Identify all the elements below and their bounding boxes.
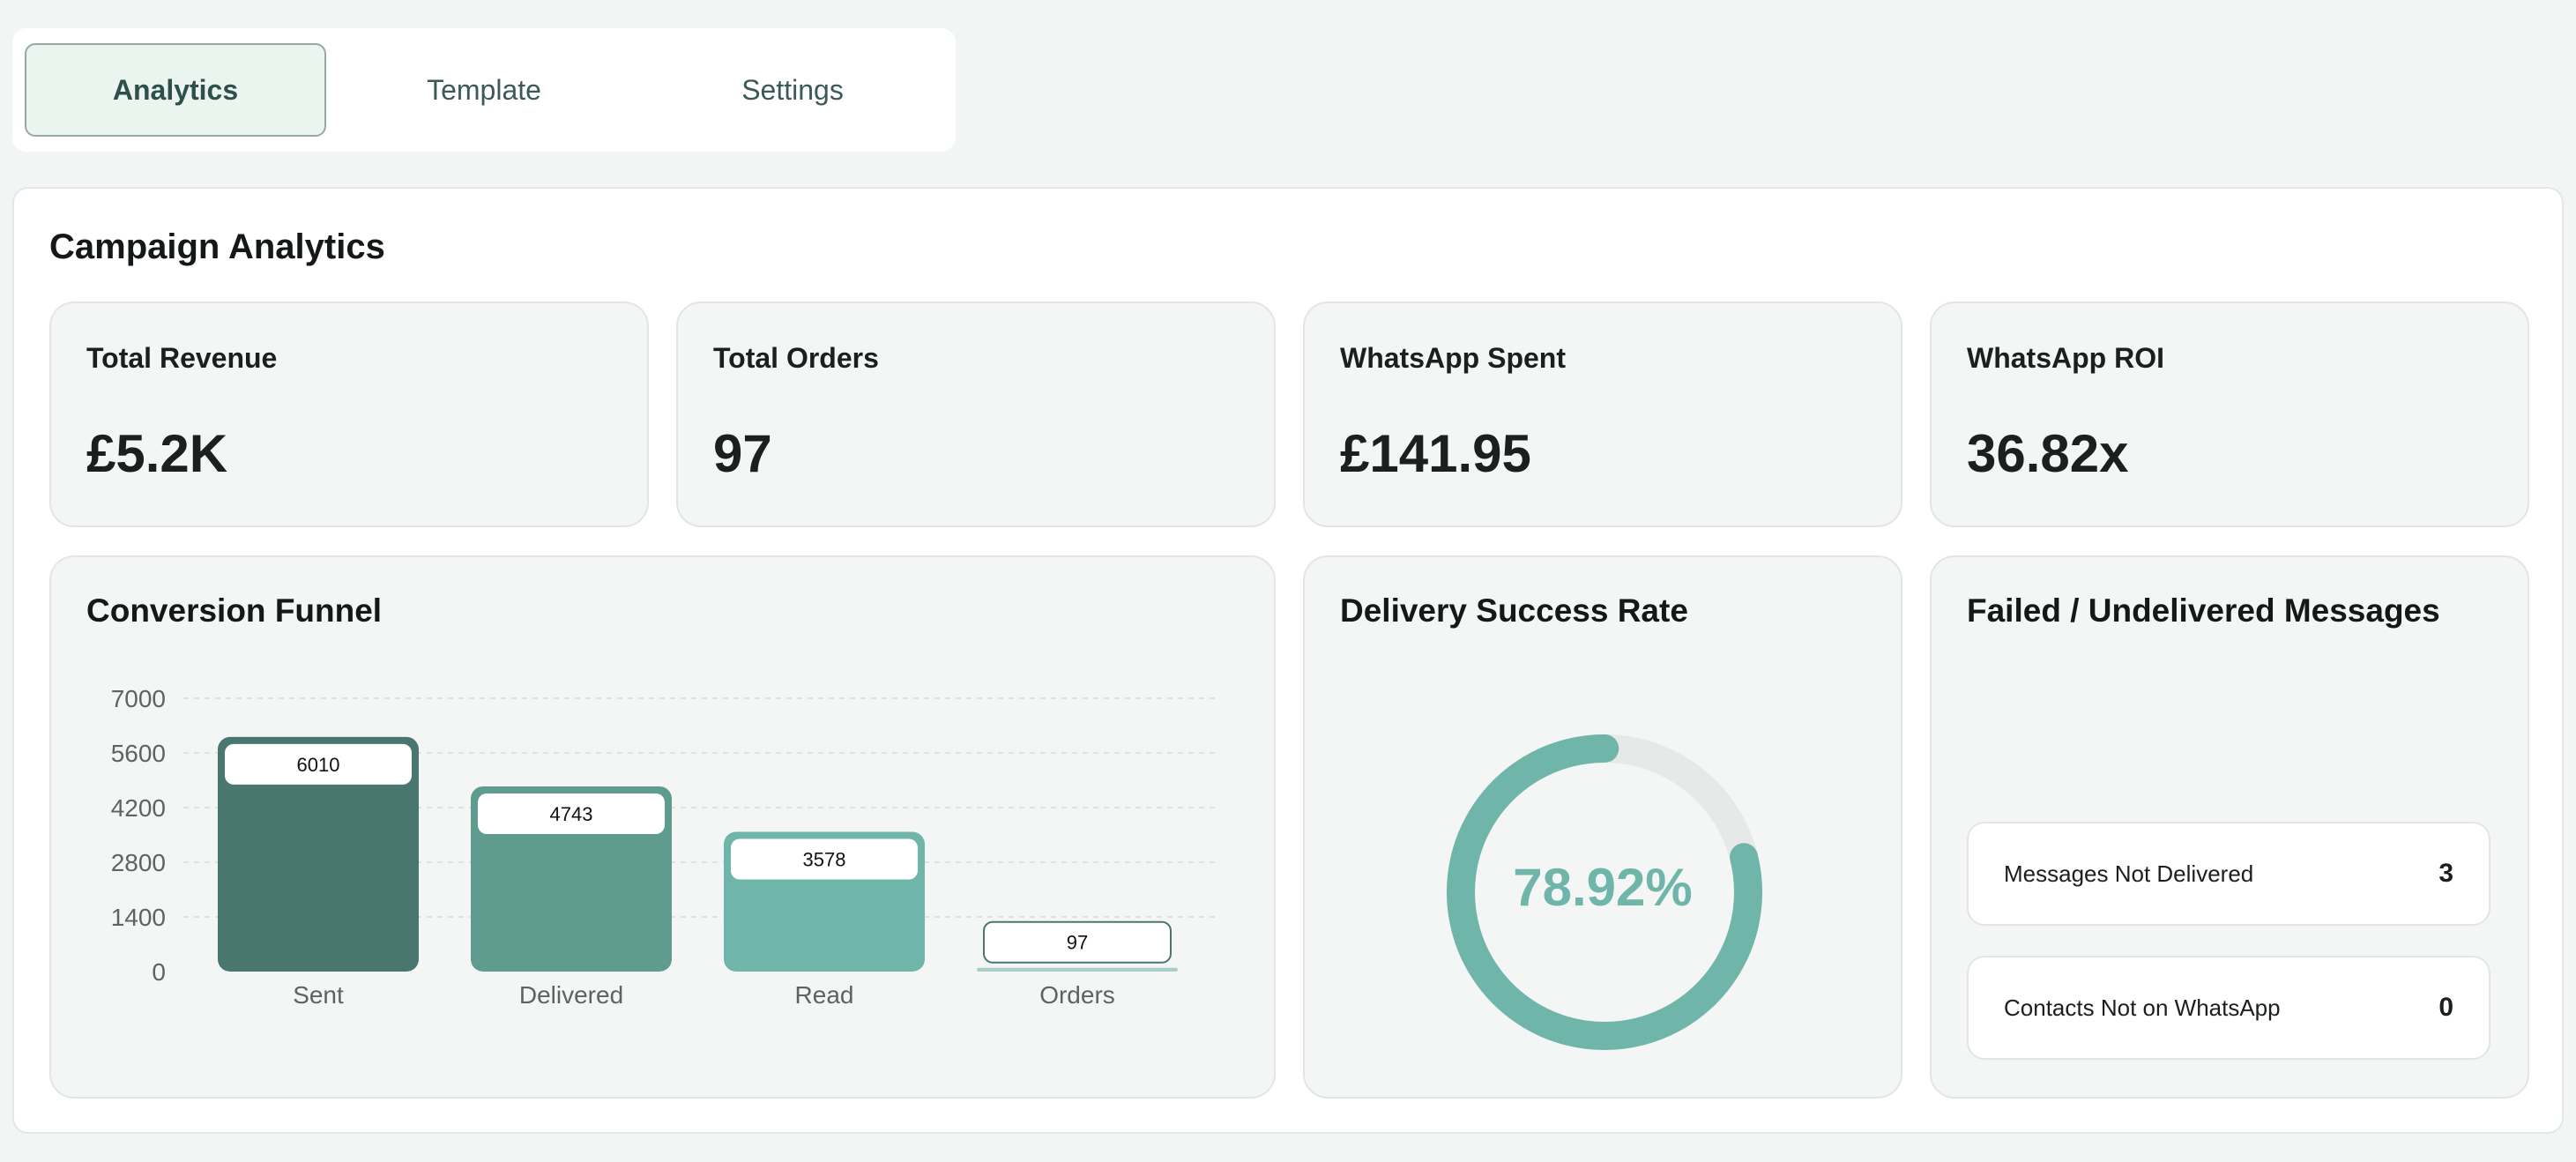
stat-card-total-orders: Total Orders 97 (676, 302, 1276, 527)
delivery-success-card: Delivery Success Rate 78.92% (1303, 555, 1902, 1099)
stat-label: WhatsApp Spent (1340, 342, 1566, 374)
stat-value: £141.95 (1340, 424, 1531, 483)
stat-label: Total Revenue (86, 342, 278, 374)
campaign-analytics-panel: Campaign Analytics Total Revenue £5.2K T… (12, 187, 2564, 1134)
donut-progress-arc (1447, 734, 1762, 1050)
stat-value: £5.2K (86, 424, 228, 483)
stat-card-whatsapp-spent: WhatsApp Spent £141.95 (1303, 302, 1902, 527)
data-label: 3578 (803, 849, 846, 871)
conversion-funnel-card: Conversion Funnel 0 1400 2800 4200 5600 7000 6… (49, 555, 1276, 1099)
page-title: Campaign Analytics (49, 227, 385, 266)
bar-sent (218, 736, 419, 972)
data-label: 4743 (550, 803, 593, 825)
stat-value: 36.82x (1967, 424, 2129, 483)
fail-count: 0 (2438, 993, 2453, 1022)
bar-orders (977, 967, 1178, 972)
y-tick-label: 2800 (111, 849, 166, 876)
fail-row-not-on-whatsapp: Contacts Not on WhatsApp 0 (1967, 956, 2490, 1060)
fail-label: Messages Not Delivered (2004, 860, 2254, 887)
stat-label: Total Orders (713, 342, 879, 374)
delivery-rate-text: 78.92% (1513, 858, 1693, 917)
y-tick-label: 5600 (111, 740, 166, 767)
failed-messages-card: Failed / Undelivered Messages Messages N… (1930, 555, 2529, 1099)
funnel-chart: 0 1400 2800 4200 5600 7000 6010 Sent 4743 Deliver… (111, 685, 1215, 1009)
x-tick-label: Sent (293, 981, 344, 1009)
data-label-box (478, 793, 665, 834)
stat-card-total-revenue: Total Revenue £5.2K (49, 302, 649, 527)
data-label-box (225, 743, 412, 785)
y-tick-label: 4200 (111, 794, 166, 822)
stat-value: 97 (713, 424, 772, 483)
y-tick-label: 1400 (111, 904, 166, 931)
card-title: Delivery Success Rate (1340, 592, 1688, 629)
stat-card-whatsapp-roi: WhatsApp ROI 36.82x (1930, 302, 2529, 527)
x-tick-label: Read (795, 981, 854, 1009)
y-tick-label: 7000 (111, 685, 166, 712)
data-label-box (983, 920, 1172, 964)
delivery-donut (1447, 734, 1762, 1050)
y-tick-label: 0 (152, 958, 166, 986)
card-title: Failed / Undelivered Messages (1967, 592, 2440, 629)
fail-row-not-delivered: Messages Not Delivered 3 (1967, 822, 2490, 926)
data-label: 97 (1067, 932, 1088, 954)
tab-template[interactable]: Template (427, 73, 541, 106)
tab-bar: Analytics Template Settings (12, 28, 956, 152)
x-tick-label: Delivered (519, 981, 623, 1009)
x-tick-label: Orders (1039, 981, 1115, 1009)
tab-analytics[interactable]: Analytics (25, 43, 326, 137)
fail-count: 3 (2438, 859, 2453, 888)
card-title: Conversion Funnel (86, 592, 383, 629)
data-label: 6010 (297, 754, 340, 776)
data-label-box (731, 838, 918, 880)
tab-settings[interactable]: Settings (741, 73, 844, 106)
fail-label: Contacts Not on WhatsApp (2004, 994, 2281, 1021)
stat-label: WhatsApp ROI (1967, 342, 2164, 374)
